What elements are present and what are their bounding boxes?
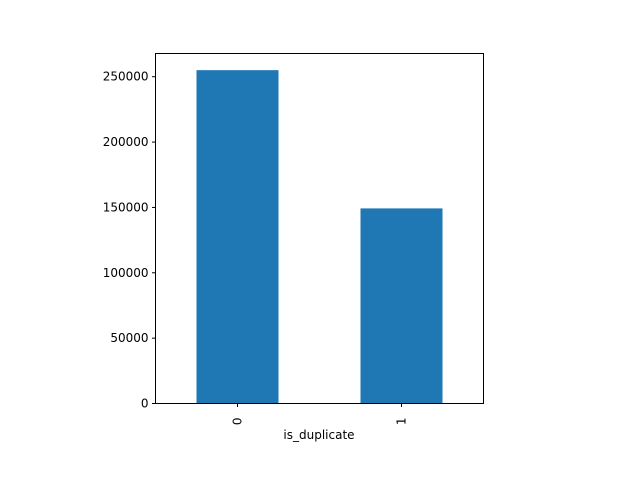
x-tick-label: 0 xyxy=(231,418,245,426)
y-tick-label: 100000 xyxy=(103,266,149,280)
y-tick-label: 50000 xyxy=(110,331,148,345)
bar-1 xyxy=(360,208,443,404)
y-tick-label: 200000 xyxy=(103,135,149,149)
bars-layer xyxy=(196,70,443,404)
y-tick-label: 150000 xyxy=(103,200,149,214)
y-tick-label: 250000 xyxy=(103,70,149,84)
plot-frame xyxy=(155,53,484,404)
y-axis: 0 50000 100000 150000 200000 250000 xyxy=(103,70,156,411)
bar-0 xyxy=(196,70,279,404)
x-axis-label: is_duplicate xyxy=(283,428,354,442)
y-tick-label: 0 xyxy=(141,397,149,411)
x-tick-label: 1 xyxy=(395,418,409,426)
